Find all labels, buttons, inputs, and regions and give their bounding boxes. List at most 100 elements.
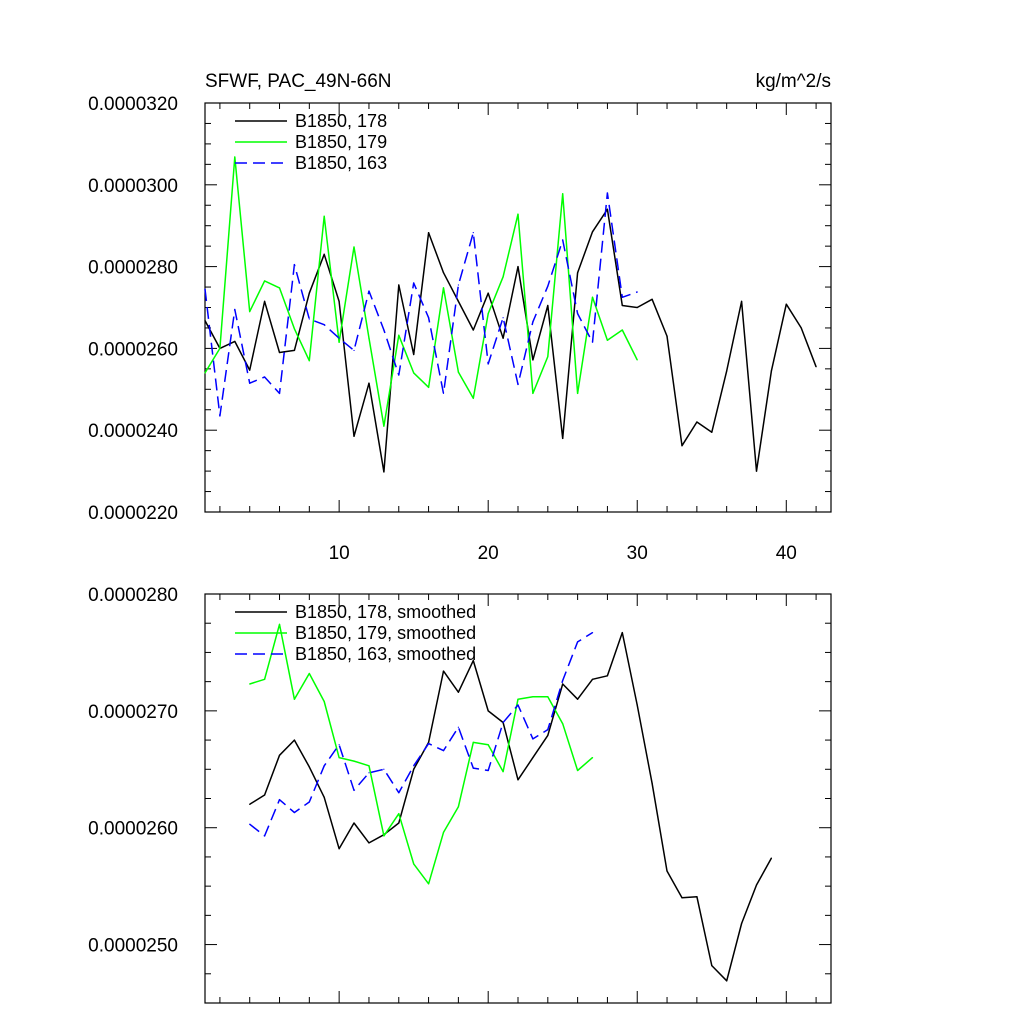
data-point <box>264 280 266 282</box>
series-line-2 <box>249 631 593 837</box>
legend-label-1: B1850, 179 <box>295 132 387 152</box>
data-point <box>338 744 340 746</box>
data-point <box>383 329 385 331</box>
data-point <box>562 239 564 241</box>
data-point <box>442 670 445 672</box>
data-point <box>547 304 549 307</box>
data-point <box>606 208 609 210</box>
y-tick-label: 0.0000260 <box>88 819 178 840</box>
data-point <box>398 284 400 286</box>
data-point <box>249 310 251 313</box>
data-point <box>577 313 579 315</box>
data-point <box>800 327 802 329</box>
data-point <box>368 290 370 292</box>
data-point <box>651 782 653 784</box>
series-line-0 <box>204 208 817 473</box>
series-line-2 <box>204 192 638 417</box>
data-point <box>711 431 713 433</box>
data-point <box>785 303 787 305</box>
data-point <box>696 421 698 423</box>
data-point <box>427 232 430 234</box>
data-point <box>457 691 459 693</box>
data-point <box>562 683 564 685</box>
data-point <box>681 897 683 899</box>
data-point <box>442 287 445 289</box>
data-point <box>666 870 668 872</box>
data-point <box>457 726 459 728</box>
data-point <box>532 392 534 394</box>
x-tick-label: 10 <box>329 543 350 564</box>
data-point <box>755 884 758 886</box>
legend-label-2: B1850, 163 <box>295 153 387 173</box>
data-point <box>562 193 564 195</box>
data-point <box>353 822 355 824</box>
data-point <box>353 246 355 248</box>
data-point <box>562 723 564 725</box>
data-point <box>278 287 281 289</box>
data-point <box>338 300 340 302</box>
data-point <box>591 757 594 759</box>
data-point <box>472 741 474 744</box>
data-point <box>413 863 415 865</box>
data-point <box>308 801 310 803</box>
data-point <box>383 471 385 473</box>
data-point <box>278 351 281 354</box>
data-point <box>368 765 370 767</box>
data-point <box>264 678 266 680</box>
y-tick-label: 0.0000260 <box>88 339 178 360</box>
data-point <box>249 823 251 825</box>
data-point <box>293 328 296 330</box>
data-point <box>368 337 370 339</box>
data-point <box>547 696 549 698</box>
data-point <box>577 641 579 643</box>
data-point <box>249 683 251 685</box>
data-point <box>487 744 489 746</box>
data-point <box>472 232 474 234</box>
data-point <box>636 704 638 706</box>
data-point <box>293 263 296 266</box>
data-point <box>651 298 653 300</box>
data-point <box>234 156 236 158</box>
y-tick-label: 0.0000320 <box>88 94 178 115</box>
data-point <box>726 370 728 372</box>
legend-label-0: B1850, 178 <box>295 111 387 131</box>
data-point <box>219 415 221 417</box>
data-point <box>487 710 489 712</box>
series-line-1 <box>204 156 638 427</box>
data-point <box>338 337 340 339</box>
data-point <box>621 304 623 307</box>
data-point <box>472 767 474 769</box>
data-point <box>577 769 579 772</box>
y-tick-label: 0.0000240 <box>88 421 178 442</box>
data-point <box>353 435 355 437</box>
data-point <box>278 799 281 801</box>
data-point <box>427 741 430 744</box>
data-point <box>427 742 430 745</box>
data-point <box>591 296 594 298</box>
data-point <box>398 334 400 336</box>
data-point <box>249 803 251 805</box>
data-point <box>427 386 430 388</box>
data-point <box>487 769 489 772</box>
y-tick-label: 0.0000300 <box>88 176 178 197</box>
data-point <box>338 341 340 343</box>
data-point <box>472 329 474 331</box>
data-point <box>606 339 609 341</box>
data-point <box>293 698 296 700</box>
legend-label-2: B1850, 163, smoothed <box>295 644 476 664</box>
data-point <box>770 370 772 372</box>
data-point <box>532 359 534 361</box>
data-point <box>562 679 564 682</box>
units-label: kg/m^2/s <box>756 71 831 92</box>
data-point <box>249 369 251 371</box>
data-point <box>606 192 609 194</box>
data-point <box>398 374 400 376</box>
data-point <box>264 300 266 302</box>
data-point <box>517 266 519 268</box>
data-point <box>413 353 415 356</box>
data-point <box>442 749 445 752</box>
y-tick-label: 0.0000280 <box>88 585 178 606</box>
data-point <box>278 392 281 394</box>
data-point <box>577 272 579 274</box>
x-tick-label: 20 <box>478 543 499 564</box>
